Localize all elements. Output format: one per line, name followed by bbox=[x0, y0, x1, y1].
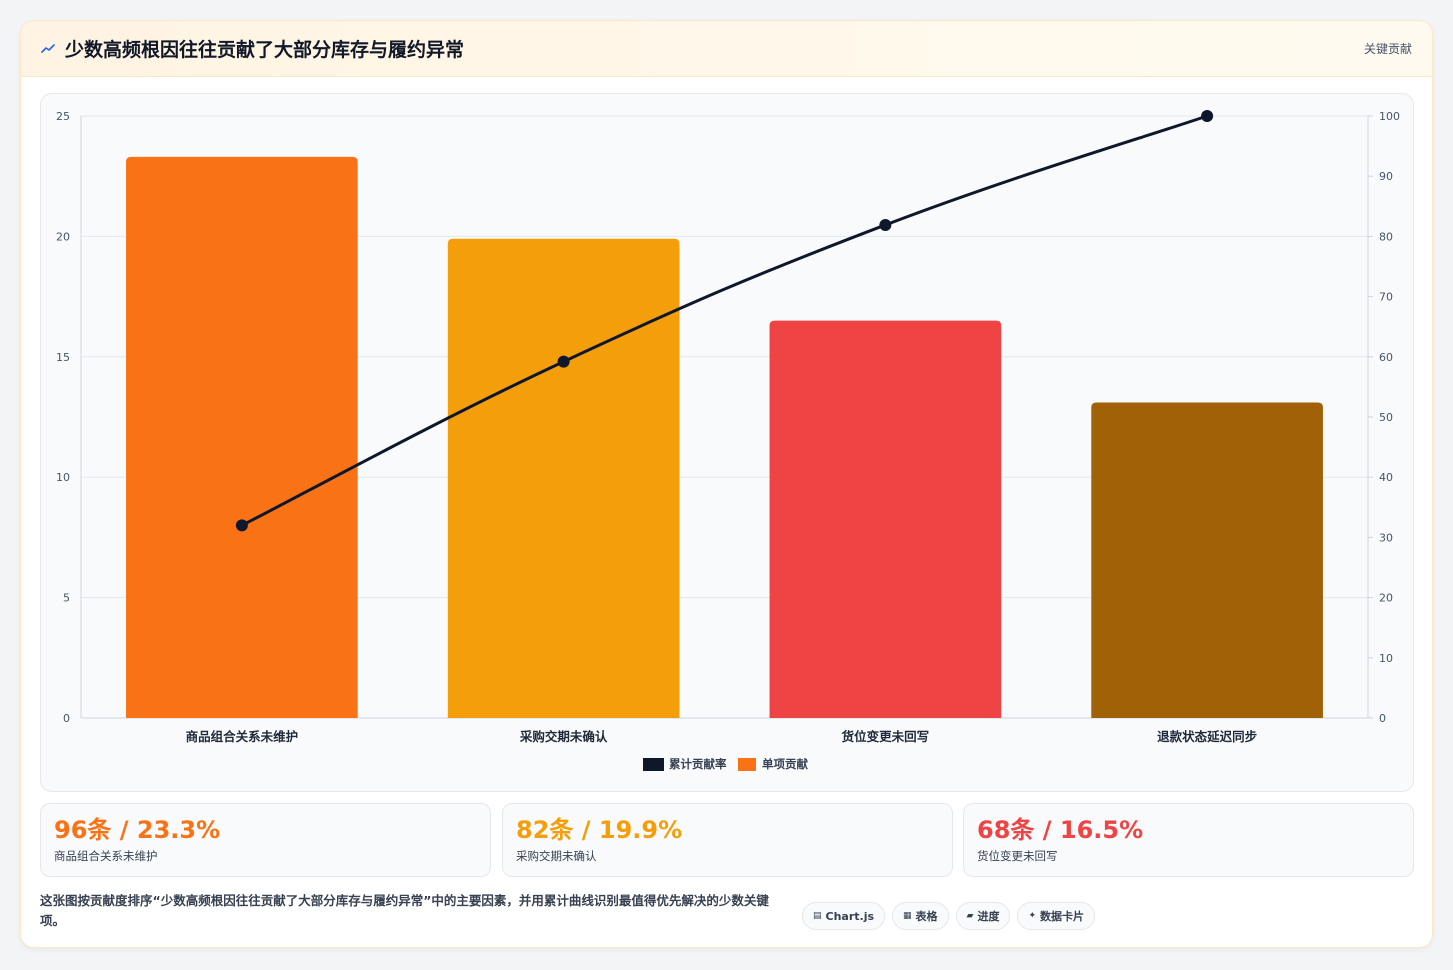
tag-label: 进度 bbox=[977, 910, 1000, 923]
x-tick-label: 退款状态延迟同步 bbox=[1157, 729, 1257, 744]
y-left-tick-label: 20 bbox=[56, 230, 70, 243]
stat-label: 商品组合关系未维护 bbox=[54, 849, 158, 863]
chart-card: 少数高频根因往往贡献了大部分库存与履约异常 关键贡献 0 5 10 15 20 25 0 10… bbox=[20, 20, 1433, 948]
legend-label-cumulative: 累计贡献率 bbox=[669, 757, 727, 771]
chart-icon: ▤ bbox=[813, 911, 822, 921]
y-right-tick-label: 90 bbox=[1379, 170, 1393, 183]
x-tick-label: 商品组合关系未维护 bbox=[186, 729, 299, 744]
pareto-chart: 0 5 10 15 20 25 0 10 20 30 40 50 60 70 80 90 100 商品组合关系未维… bbox=[40, 93, 1414, 792]
chart-svg: 0 5 10 15 20 25 0 10 20 30 40 50 60 70 80 90 100 商品组合关系未维… bbox=[56, 110, 1400, 771]
y-left-tick-label: 5 bbox=[63, 592, 70, 605]
tag-progress[interactable]: ▰ 进度 bbox=[955, 902, 1011, 930]
tag-table[interactable]: ▦ 表格 bbox=[892, 902, 949, 930]
bar bbox=[769, 320, 1002, 718]
stat-value: 96条 / 23.3% bbox=[54, 816, 221, 844]
tag-list: ▤ Chart.js ▦ 表格 ▰ 进度 ✦ 数据卡片 bbox=[802, 902, 1096, 930]
cumulative-point bbox=[235, 519, 248, 532]
progress-icon: ▰ bbox=[966, 911, 974, 921]
y-right-tick-label: 60 bbox=[1379, 351, 1393, 364]
card-header: 少数高频根因往往贡献了大部分库存与履约异常 关键贡献 bbox=[21, 21, 1432, 77]
bar bbox=[126, 156, 358, 718]
stat-value: 82条 / 19.9% bbox=[516, 816, 683, 844]
y-right-tick-label: 20 bbox=[1379, 592, 1393, 605]
stat-label: 采购交期未确认 bbox=[516, 849, 597, 863]
y-right-tick-label: 30 bbox=[1379, 531, 1393, 544]
legend-swatch-cumulative bbox=[643, 758, 664, 771]
chart-description: 这张图按贡献度排序“少数高频根因往往贡献了大部分库存与履约异常”中的主要因素，并… bbox=[40, 893, 769, 928]
tag-data-card[interactable]: ✦ 数据卡片 bbox=[1017, 902, 1096, 930]
y-right-tick-label: 70 bbox=[1379, 291, 1393, 304]
tag-label: 数据卡片 bbox=[1040, 910, 1085, 923]
stat-value: 68条 / 16.5% bbox=[977, 816, 1144, 844]
y-right-tick-label: 50 bbox=[1379, 411, 1393, 424]
cumulative-point bbox=[1201, 110, 1214, 122]
y-left-tick-label: 0 bbox=[63, 712, 70, 725]
cumulative-point bbox=[879, 218, 892, 231]
sparkle-icon: ✦ bbox=[1028, 911, 1037, 921]
y-left-tick-label: 10 bbox=[56, 471, 70, 484]
key-contribution-label: 关键贡献 bbox=[1363, 42, 1412, 56]
x-tick-label: 货位变更未回写 bbox=[842, 729, 930, 744]
y-right-tick-label: 80 bbox=[1379, 230, 1393, 243]
cumulative-line bbox=[241, 114, 1208, 527]
y-right-tick-label: 40 bbox=[1379, 471, 1393, 484]
y-left-tick-label: 25 bbox=[56, 110, 70, 123]
legend-label-single: 单项贡献 bbox=[762, 757, 808, 771]
cumulative-point bbox=[557, 355, 570, 368]
y-right-tick-label: 0 bbox=[1379, 712, 1386, 725]
chart-title: 少数高频根因往往贡献了大部分库存与履约异常 bbox=[65, 39, 465, 61]
x-tick-label: 采购交期未确认 bbox=[519, 729, 608, 744]
y-left-tick-label: 15 bbox=[56, 351, 70, 364]
y-right-tick-label: 10 bbox=[1379, 652, 1393, 665]
stat-label: 货位变更未回写 bbox=[977, 849, 1058, 863]
bar bbox=[1091, 402, 1323, 718]
tag-chartjs[interactable]: ▤ Chart.js bbox=[802, 902, 886, 930]
stat-card-1: 96条 / 23.3% 商品组合关系未维护 bbox=[40, 803, 491, 877]
legend-swatch-single bbox=[738, 758, 756, 771]
bar bbox=[447, 238, 680, 719]
stat-card-2: 82条 / 19.9% 采购交期未确认 bbox=[502, 803, 953, 877]
trend-icon bbox=[41, 41, 57, 57]
stat-card-3: 68条 / 16.5% 货位变更未回写 bbox=[963, 803, 1414, 877]
tag-label: 表格 bbox=[915, 910, 938, 923]
y-right-tick-label: 100 bbox=[1379, 110, 1400, 123]
table-icon: ▦ bbox=[903, 911, 912, 921]
tag-label: Chart.js bbox=[825, 909, 875, 923]
